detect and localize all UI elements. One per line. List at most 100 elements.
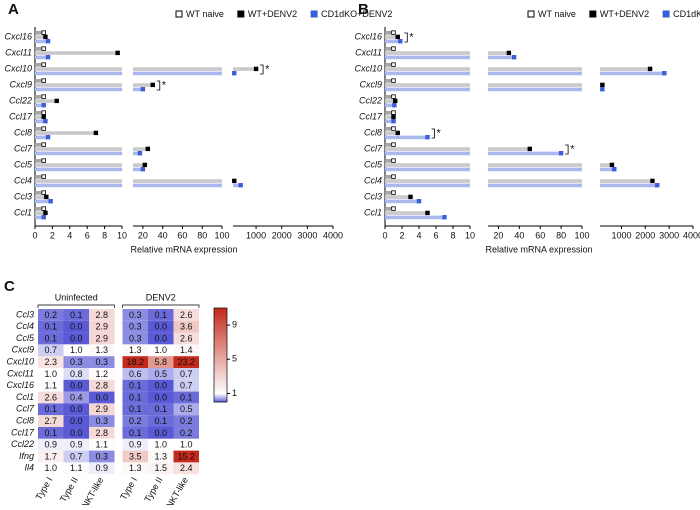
mean-marker bbox=[142, 162, 148, 168]
x-tick-label: 2 bbox=[399, 230, 404, 240]
heatmap-cell bbox=[122, 379, 148, 392]
cell-label: 23.2 bbox=[177, 357, 195, 367]
bar bbox=[385, 51, 509, 55]
category-label: Cxcl16 bbox=[4, 31, 32, 41]
x-tick-label: 10 bbox=[465, 230, 475, 240]
x-tick-label: 2000 bbox=[635, 230, 655, 240]
bar bbox=[385, 215, 445, 220]
annotation: * bbox=[265, 63, 270, 75]
mean-marker bbox=[45, 55, 51, 60]
cell-label: 2.4 bbox=[180, 463, 193, 473]
colorbar-step bbox=[214, 332, 227, 335]
legend-label: CD1dKO+DENV2 bbox=[673, 9, 700, 19]
x-tick-label: 80 bbox=[197, 230, 207, 240]
legend-marker bbox=[527, 10, 535, 18]
bar bbox=[35, 183, 241, 188]
category-label: Cxcl9 bbox=[9, 79, 32, 89]
colorbar-step bbox=[214, 336, 227, 339]
cell-label: 1.0 bbox=[180, 440, 193, 450]
cell-label: 1.1 bbox=[95, 440, 108, 450]
row-label: Cxcl16 bbox=[6, 380, 34, 390]
heatmap-cell bbox=[173, 332, 199, 345]
category-label: Ccl5 bbox=[364, 159, 383, 169]
heatmap-cell bbox=[148, 344, 174, 357]
heatmap-cell bbox=[148, 450, 174, 463]
mean-marker bbox=[150, 82, 155, 88]
heatmap-cell bbox=[89, 462, 115, 475]
heatmap-cell bbox=[63, 391, 89, 404]
cell-label: 0.0 bbox=[154, 333, 167, 343]
colorbar-label: 9 bbox=[232, 319, 237, 329]
mean-marker bbox=[145, 146, 151, 152]
x-tick-label: 8 bbox=[450, 230, 455, 240]
bracket bbox=[431, 128, 435, 139]
heatmap-cell bbox=[38, 356, 64, 368]
cell-label: 0.5 bbox=[180, 404, 193, 414]
cell-label: 2.6 bbox=[180, 310, 193, 320]
bar bbox=[35, 51, 118, 55]
category-label: Ccl3 bbox=[364, 191, 382, 201]
heatmap-cell bbox=[63, 403, 89, 416]
group-bracket bbox=[37, 304, 115, 308]
colorbar-step bbox=[214, 386, 227, 389]
x-tick-label: 4 bbox=[416, 230, 421, 240]
mean-marker bbox=[391, 126, 396, 131]
colorbar-step bbox=[214, 372, 227, 375]
colorbar-step bbox=[214, 312, 227, 315]
heatmap-cell bbox=[122, 332, 148, 345]
cell-label: 1.3 bbox=[129, 345, 142, 355]
heatmap-cell bbox=[148, 356, 174, 368]
bar bbox=[385, 179, 653, 183]
category-label: Ccl8 bbox=[14, 127, 32, 137]
bar bbox=[35, 135, 49, 140]
colorbar-label: 5 bbox=[232, 354, 237, 364]
colorbar-step bbox=[214, 362, 227, 365]
row-label: Cxcl9 bbox=[11, 345, 34, 355]
annotation: * bbox=[409, 31, 414, 43]
heatmap-cell bbox=[122, 450, 148, 463]
mean-marker bbox=[41, 103, 46, 108]
cell-label: 3.5 bbox=[129, 451, 142, 461]
heatmap-cell bbox=[173, 450, 199, 463]
heatmap-cell bbox=[89, 438, 115, 451]
bar bbox=[35, 179, 235, 183]
cell-label: 0.0 bbox=[70, 428, 83, 438]
x-tick-label: 10 bbox=[117, 230, 127, 240]
cell-label: 0.3 bbox=[129, 322, 142, 332]
colorbar-step bbox=[214, 338, 227, 341]
mean-marker bbox=[392, 98, 398, 104]
mean-marker bbox=[425, 134, 430, 140]
cell-label: 1.2 bbox=[95, 369, 108, 379]
cell-label: 2.9 bbox=[95, 404, 108, 414]
mean-marker bbox=[140, 87, 146, 92]
bar bbox=[385, 163, 612, 167]
heatmap-cell bbox=[148, 309, 174, 321]
mean-marker bbox=[41, 126, 46, 131]
heatmap-cell bbox=[89, 450, 115, 463]
x-tick-label: 1000 bbox=[611, 230, 631, 240]
heatmap-cell bbox=[38, 427, 64, 439]
x-tick-label: 2000 bbox=[272, 230, 292, 240]
category-label: Ccl22 bbox=[9, 95, 32, 105]
cell-label: 2.8 bbox=[95, 428, 108, 438]
mean-marker bbox=[391, 174, 396, 179]
category-label: Ccl1 bbox=[14, 207, 32, 217]
colorbar-step bbox=[214, 342, 227, 345]
mean-marker bbox=[238, 182, 243, 188]
heatmap-cell bbox=[63, 309, 89, 321]
mean-marker bbox=[612, 166, 617, 172]
colorbar-step bbox=[214, 308, 227, 311]
row-label: Ifng bbox=[19, 451, 34, 461]
cell-label: 0.9 bbox=[70, 440, 83, 450]
cell-label: 0.7 bbox=[180, 369, 193, 379]
bar bbox=[385, 131, 398, 135]
category-label: Ccl4 bbox=[364, 175, 382, 185]
group-label: Uninfected bbox=[55, 292, 98, 302]
legend-marker bbox=[310, 10, 318, 18]
heatmap-cell bbox=[89, 415, 115, 427]
heatmap-cell bbox=[38, 309, 64, 321]
cell-label: 0.0 bbox=[70, 404, 83, 414]
mean-marker bbox=[655, 182, 660, 188]
cell-label: 0.0 bbox=[154, 381, 167, 391]
heatmap-cell bbox=[38, 391, 64, 404]
